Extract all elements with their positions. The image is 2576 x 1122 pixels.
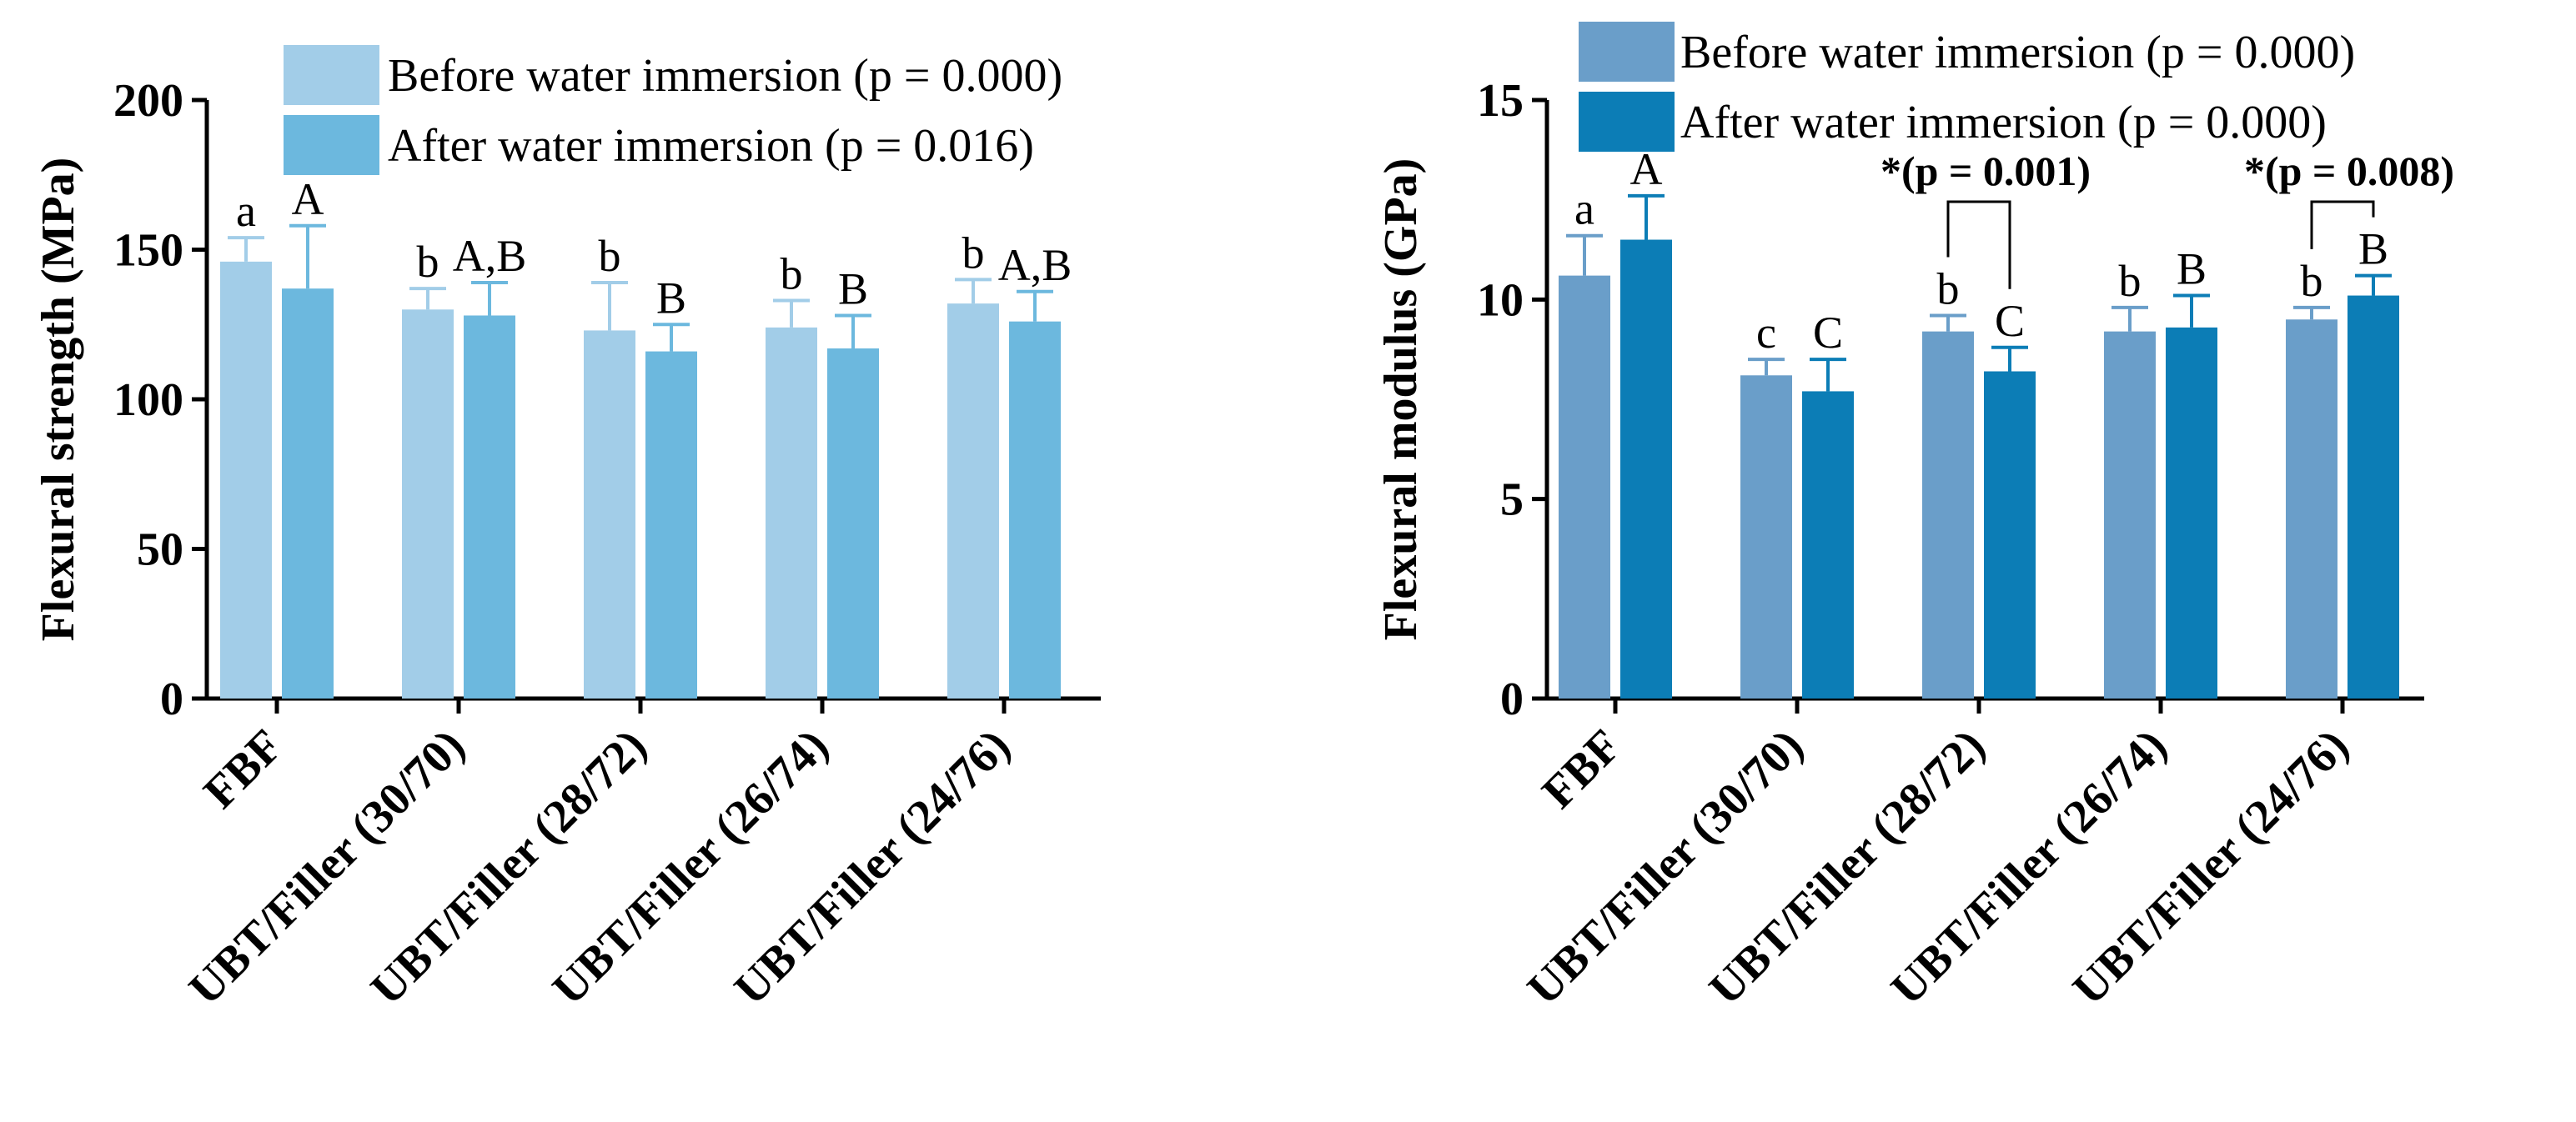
bar-after xyxy=(2348,295,2399,699)
bar-after xyxy=(464,315,515,699)
legend-swatch xyxy=(1579,22,1675,82)
legend-label: After water immersion (p = 0.016) xyxy=(388,120,1034,172)
y-tick-label: 150 xyxy=(113,225,183,277)
significance-letter: b xyxy=(2301,256,2323,306)
significance-letter: b xyxy=(1937,263,1960,313)
legend-label: Before water immersion (p = 0.000) xyxy=(388,50,1062,102)
bar-before xyxy=(1740,375,1792,699)
significance-letter: b xyxy=(2119,256,2142,306)
y-tick-label: 5 xyxy=(1500,474,1524,526)
y-axis-label: Flexural modulus (GPa) xyxy=(1375,158,1427,641)
bar-after xyxy=(1009,321,1061,699)
bar-before xyxy=(1922,331,1974,699)
significance-letter: b xyxy=(599,231,621,281)
bar-after xyxy=(827,348,879,699)
bar-after xyxy=(2166,327,2217,699)
bar-before xyxy=(2286,319,2337,699)
legend-swatch xyxy=(284,45,379,105)
bar-after xyxy=(1802,391,1854,699)
y-tick-label: 0 xyxy=(1500,674,1524,725)
significance-letter: C xyxy=(1995,296,2025,346)
significance-letter: b xyxy=(962,228,985,278)
comparison-bracket xyxy=(1946,200,2011,289)
significance-letter: a xyxy=(1574,184,1594,234)
significance-letter: B xyxy=(656,273,686,323)
comparison-annotation: *(p = 0.008) xyxy=(2244,148,2454,194)
bar-after xyxy=(1984,371,2036,699)
bar-before xyxy=(584,330,635,699)
significance-letter: A,B xyxy=(998,240,1072,290)
bar-before xyxy=(402,309,454,699)
x-category-label: FBF xyxy=(194,719,294,819)
significance-letter: A,B xyxy=(453,231,527,281)
bar-after xyxy=(1620,239,1672,699)
significance-letter: a xyxy=(236,186,256,236)
legend-swatch xyxy=(1579,92,1675,152)
significance-letter: A xyxy=(292,174,324,224)
legend-swatch xyxy=(284,115,379,175)
significance-letter: C xyxy=(1813,308,1843,358)
bar-before xyxy=(1559,275,1610,699)
significance-letter: c xyxy=(1756,308,1776,358)
comparison-annotation: *(p = 0.001) xyxy=(1881,148,2091,194)
legend-label: Before water immersion (p = 0.000) xyxy=(1680,27,2355,78)
x-category-label: FBF xyxy=(1533,719,1632,819)
y-tick-label: 10 xyxy=(1477,274,1524,326)
y-tick-label: 15 xyxy=(1477,75,1524,127)
y-tick-label: 100 xyxy=(113,374,183,426)
bar-before xyxy=(2104,331,2156,699)
legend-label: After water immersion (p = 0.000) xyxy=(1680,97,2327,148)
y-tick-label: 0 xyxy=(160,674,183,725)
significance-letter: b xyxy=(781,249,803,299)
significance-letter: A xyxy=(1630,144,1663,194)
bar-before xyxy=(766,327,817,699)
bar-before xyxy=(947,303,999,699)
chart-2: Flexural modulus (GPa)051015FBFaAUBT/Fil… xyxy=(1375,22,2454,1015)
y-tick-label: 50 xyxy=(137,524,183,576)
bar-after xyxy=(645,351,697,699)
significance-letter: b xyxy=(417,237,439,287)
y-tick-label: 200 xyxy=(113,75,183,127)
y-axis-label: Flexural strength (MPa) xyxy=(33,158,84,642)
bar-after xyxy=(282,288,334,699)
comparison-bracket xyxy=(2310,200,2375,249)
significance-letter: B xyxy=(2177,244,2207,294)
significance-letter: B xyxy=(838,263,868,313)
significance-letter: B xyxy=(2358,224,2388,274)
bar-before xyxy=(220,261,272,699)
